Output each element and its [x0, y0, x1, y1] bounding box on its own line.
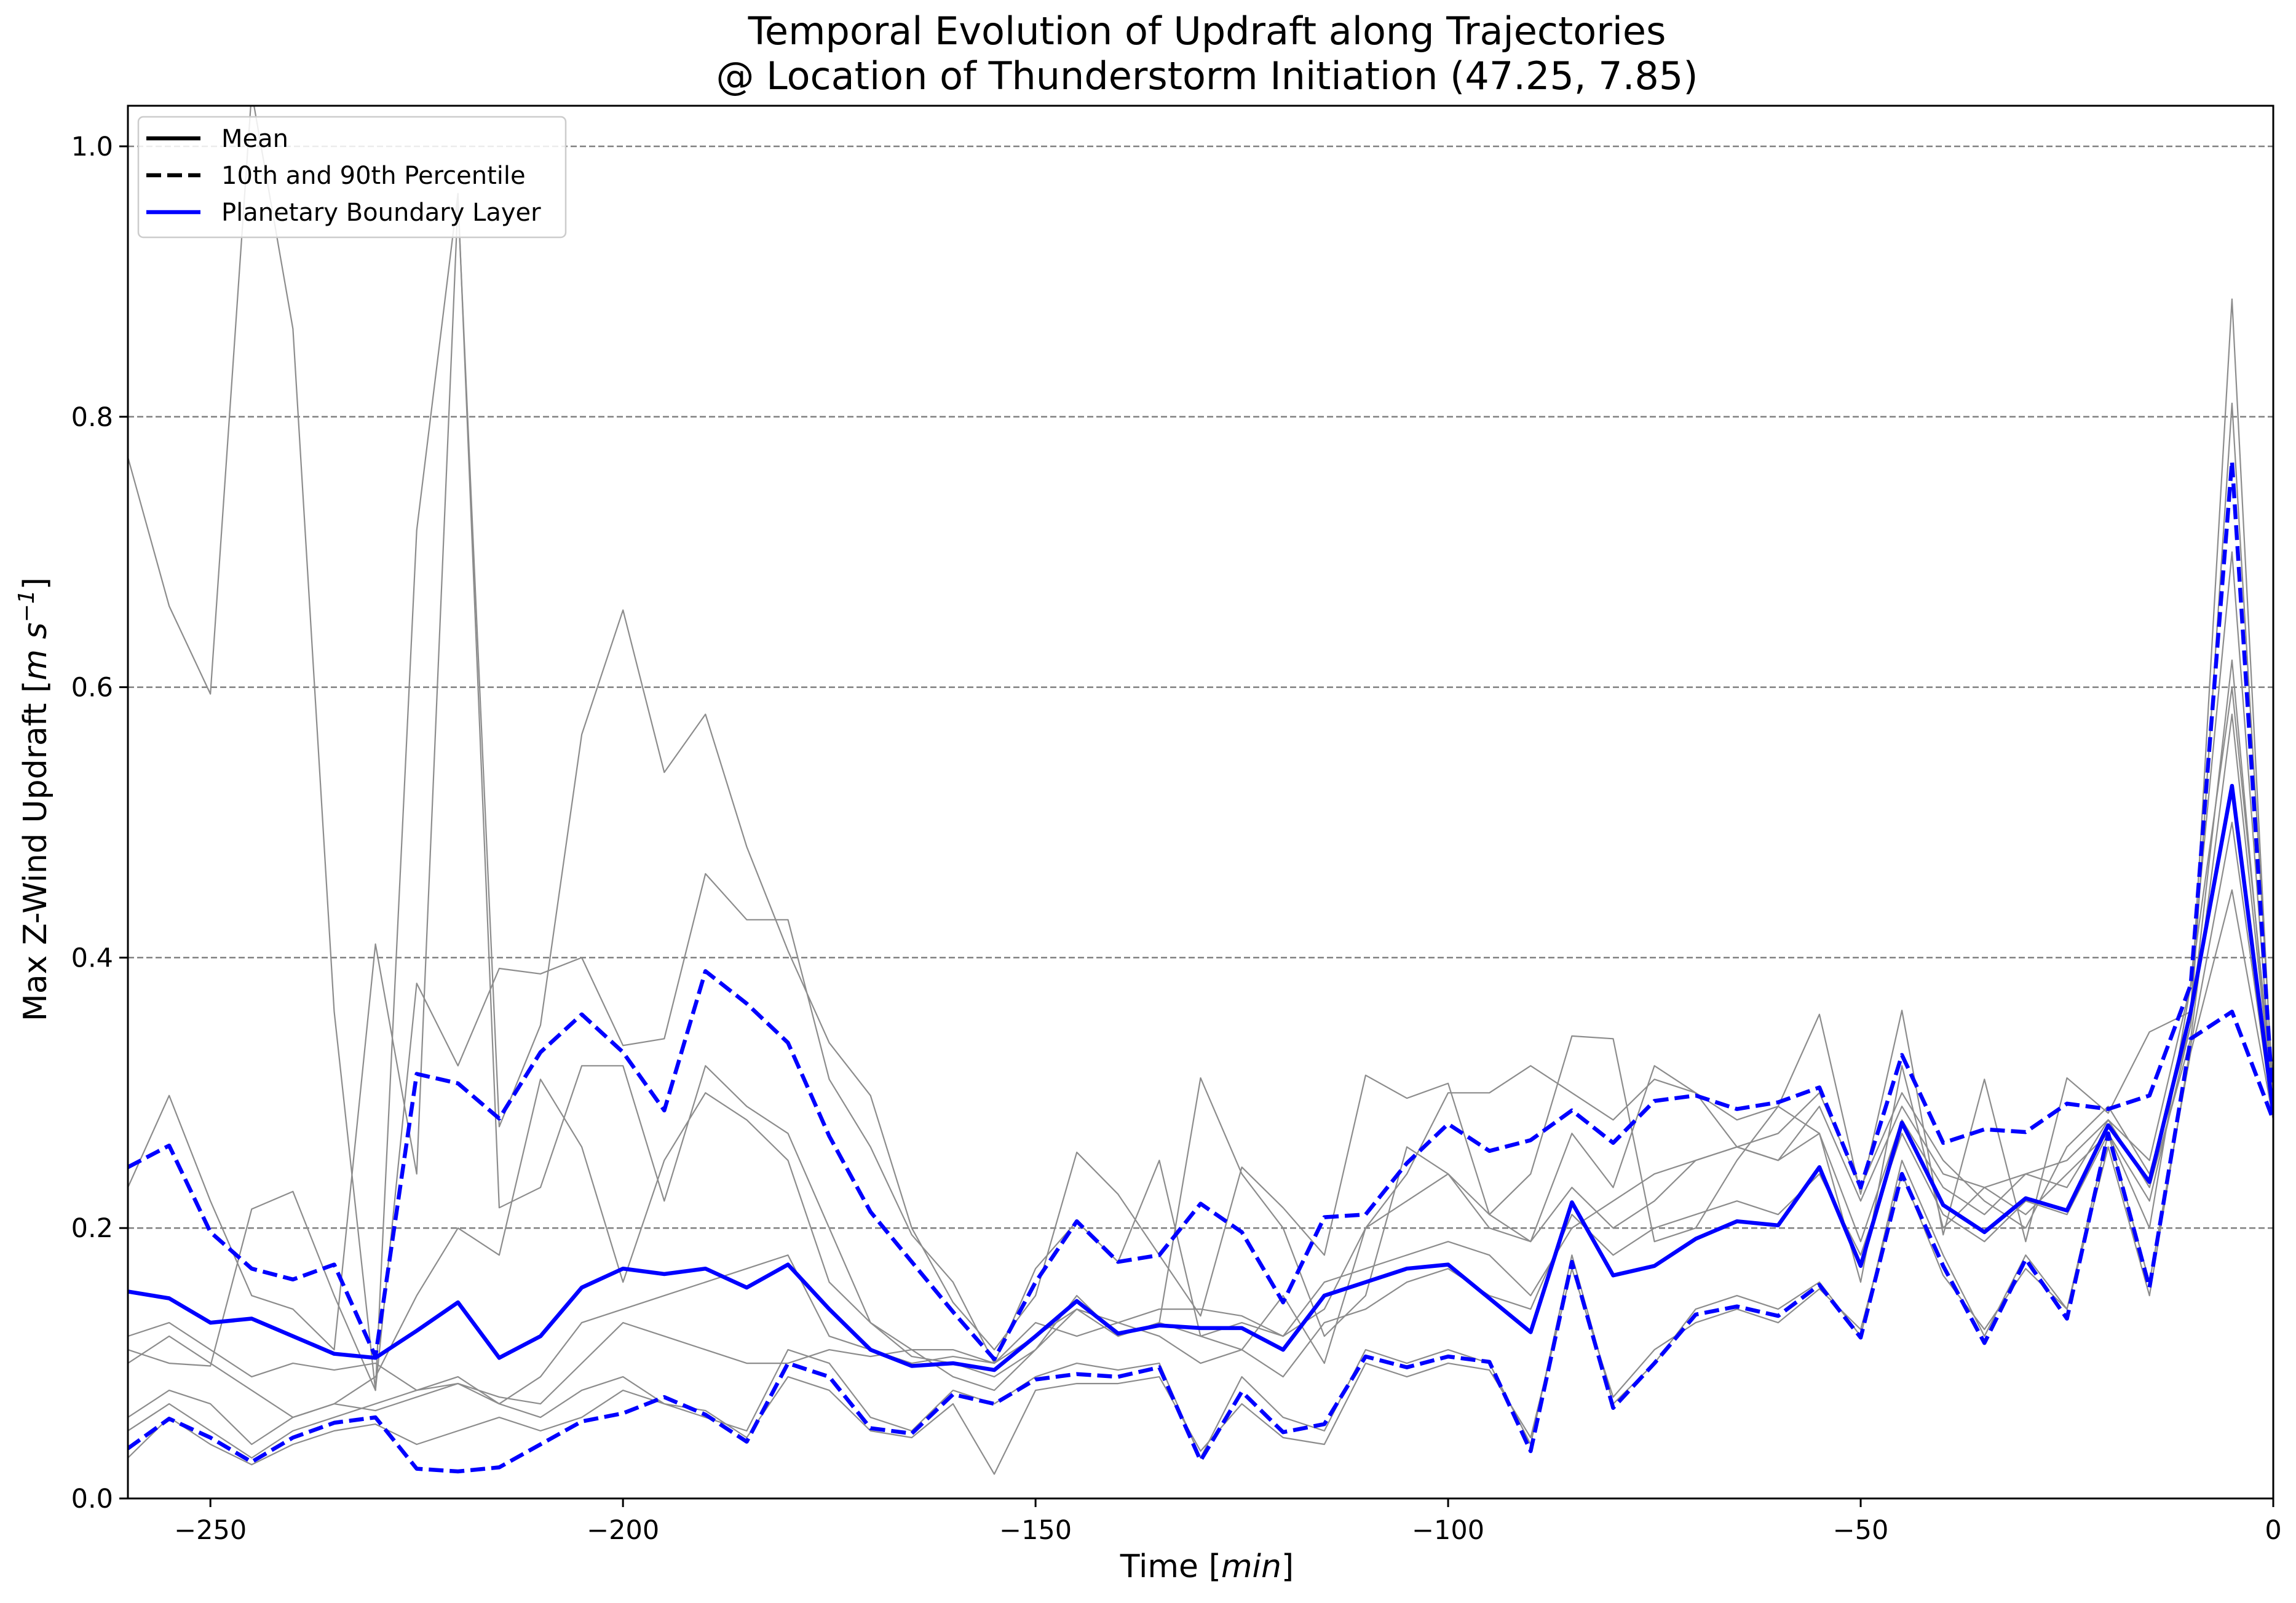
x-tick-label-0: −250 [174, 1515, 247, 1546]
y-axis-label-unit: m s [17, 622, 54, 680]
x-axis-label-text: Time [ [1120, 1548, 1221, 1585]
y-tick-label-0: 0.0 [71, 1484, 113, 1514]
legend-label-0: Mean [221, 125, 288, 153]
series-p90 [128, 459, 2273, 1361]
x-axis-label-close: ] [1281, 1548, 1294, 1585]
series-trajectory-5 [128, 713, 2273, 1405]
series-trajectory-0 [128, 106, 2273, 1391]
series-trajectory-3 [128, 551, 2273, 1419]
series-mean [128, 783, 2273, 1372]
y-tick-label-5: 1.0 [71, 132, 113, 162]
series-trajectory-7 [128, 659, 2273, 1446]
x-tick-label-1: −200 [587, 1515, 659, 1546]
legend-label-1: 10th and 90th Percentile [221, 162, 526, 190]
y-axis-label: Max Z-Wind Updraft [m s−1] [14, 577, 54, 1021]
axes-frame [127, 105, 2274, 1500]
legend: Mean 10th and 90th Percentile Planetary Bo… [137, 116, 567, 239]
x-ticks: −250 −200 −150 −100 −50 0 [174, 1498, 2282, 1546]
y-axis-label-close: ] [17, 577, 54, 590]
legend-box [137, 116, 567, 239]
y-ticks: 0.0 0.2 0.4 0.6 0.8 1.0 [71, 132, 128, 1514]
x-tick-label-4: −50 [1833, 1515, 1889, 1546]
x-tick-label-3: −100 [1412, 1515, 1484, 1546]
y-axis-label-text: Max Z-Wind Updraft [ [17, 681, 54, 1022]
x-axis-label-unit: min [1221, 1548, 1281, 1585]
x-tick-label-5: 0 [2265, 1515, 2281, 1546]
y-tick-label-1: 0.2 [71, 1213, 113, 1244]
plot-area [128, 106, 2273, 1475]
chart-title-line2: @ Location of Thunderstorm Initiation (4… [716, 53, 1698, 98]
x-tick-label-2: −150 [999, 1515, 1072, 1546]
gridlines [128, 145, 2273, 1229]
chart-title-line1: Temporal Evolution of Updraft along Traj… [748, 9, 1666, 53]
x-axis-label: Time [min] [1120, 1548, 1294, 1585]
legend-label-2: Planetary Boundary Layer [221, 199, 541, 227]
y-tick-label-4: 0.8 [71, 402, 113, 433]
y-tick-label-2: 0.4 [71, 943, 113, 973]
y-tick-label-3: 0.6 [71, 673, 113, 703]
y-axis-label-exp: −1 [14, 590, 39, 622]
